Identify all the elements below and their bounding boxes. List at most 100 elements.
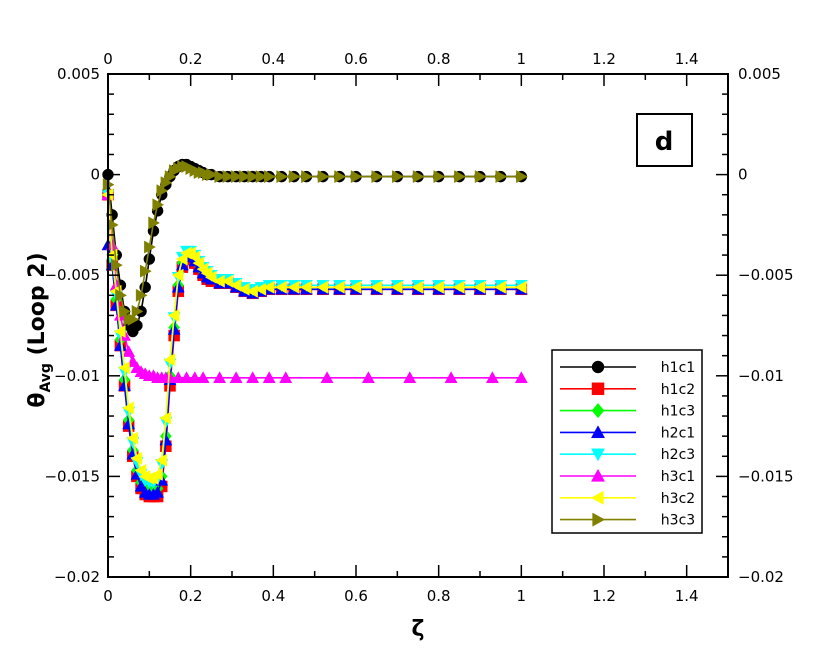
series-point-h3c2 [155,453,167,467]
series-point-h3c3 [412,170,425,184]
series-point-h3c2 [221,274,234,288]
x-tick-label-top: 0.2 [179,50,203,68]
legend-label-h2c1: h2c1 [661,425,695,441]
series-point-h3c3 [301,170,313,184]
x-tick-label-bottom: 0.8 [427,587,451,605]
y-tick-label-left: −0.015 [44,467,100,485]
legend-marker-h3c2 [590,490,604,505]
x-tick-label-bottom: 0 [103,587,113,605]
series-point-h3c1 [320,371,334,384]
series-point-h3c1 [229,371,243,384]
series-point-h3c1 [444,371,458,384]
legend-item-h3c1: h3c1 [560,468,695,485]
series-point-h3c3 [392,170,404,184]
series-point-h3c1 [188,371,202,384]
x-tick-label-top: 1 [517,50,527,68]
x-tick-label-top: 0.4 [261,50,285,68]
series-point-h3c2 [117,361,130,375]
series-layer [101,158,528,503]
series-point-h3c3 [454,170,466,184]
y-tick-label-right: 0.005 [738,65,781,83]
series-point-h3c3 [474,170,487,184]
series-point-h2c1 [113,339,127,351]
legend-item-h2c1: h2c1 [560,425,695,441]
y-tick-label-right: 0 [738,166,748,184]
series-point-h3c1 [122,345,136,357]
x-tick-label-top: 1.2 [592,50,616,68]
y-tick-label-right: −0.015 [738,467,794,485]
series-point-h2c1 [171,280,185,293]
series-point-h3c2 [192,256,205,270]
legend-marker-h1c3 [591,403,605,419]
x-tick-label-top: 1.4 [675,50,699,68]
series-point-h3c3 [433,170,446,184]
y-tick-label-right: −0.01 [738,367,784,385]
series-point-h3c2 [113,325,126,339]
series-point-h3c2 [262,280,275,294]
legend-label-h2c3: h2c3 [661,447,695,463]
series-point-h3c2 [514,280,527,294]
series-point-h3c3 [276,170,289,184]
series-point-h3c2 [151,467,163,481]
series-point-h3c3 [516,170,528,184]
series-point-h3c2 [316,280,329,294]
x-tick-label-bottom: 0.4 [261,587,285,605]
series-point-h3c2 [126,431,138,445]
series-point-h3c3 [206,168,218,182]
series-point-h3c3 [222,170,235,184]
legend-frame [551,349,703,534]
y-axis-title-main: θ [25,393,50,408]
series-point-h3c1 [361,371,375,384]
series-point-h3c3 [247,170,260,184]
legend-marker-h1c2 [591,382,605,396]
legend-item-h2c3: h2c3 [560,447,695,463]
series-point-h3c1 [171,371,185,384]
legend-marker-h3c3 [592,512,606,527]
series-point-h3c3 [230,170,243,184]
series-point-h1c1 [143,253,156,265]
y-tick-label-left: −0.01 [54,367,100,385]
legend-marker-h2c1 [590,425,606,439]
x-tick-label-top: 0.6 [344,50,368,68]
series-point-h3c3 [131,304,144,318]
series-point-h3c3 [495,170,508,184]
series-point-h2c1 [151,485,165,498]
x-tick-label-bottom: 0.6 [344,587,368,605]
series-point-h3c2 [452,280,465,294]
series-point-h3c2 [332,280,345,294]
plot-frame [107,73,729,578]
tick-labels-layer: 0 0 0.2 0.2 0.4 0.4 0.6 0.6 0.8 0.8 1 1 1.2 1.2 1.4 1.4… [44,50,793,605]
series-point-h3c1 [262,371,276,384]
panel-label: d [655,127,674,157]
series-point-h3c1 [485,371,499,384]
series-h3c3 [102,160,528,326]
series-point-h3c2 [370,280,382,294]
series-point-h3c3 [135,288,148,302]
series-point-h3c1 [163,371,177,384]
series-point-h3c3 [317,170,330,184]
series-point-h3c1 [213,371,227,384]
legend-label-h1c2: h1c2 [661,382,695,398]
series-point-h3c2 [175,252,188,266]
x-tick-label-top: 0.8 [427,50,451,68]
series-point-h3c2 [411,280,424,294]
y-tick-label-right: −0.005 [738,266,794,284]
legend-marker-h3c1 [590,468,606,482]
series-point-h3c2 [473,280,486,294]
x-tick-label-bottom: 1 [517,587,527,605]
legend-label-h3c3: h3c3 [661,513,695,529]
y-tick-label-left: 0 [90,166,100,184]
series-point-h3c2 [167,308,180,322]
series-point-h3c2 [171,268,184,282]
series-point-h2c1 [118,379,132,392]
series-point-h3c1 [246,371,260,384]
series-point-h3c2 [432,280,444,294]
series-point-h3c2 [229,278,242,292]
series-point-h3c2 [159,411,172,425]
series-h3c2 [101,188,527,485]
series-point-h3c2 [287,280,300,294]
y-tick-label-left: 0.005 [57,65,100,83]
series-point-h3c3 [350,170,363,184]
legend-item-h3c2: h3c2 [560,490,695,507]
y-axis-title-rest: (Loop 2) [25,252,50,363]
